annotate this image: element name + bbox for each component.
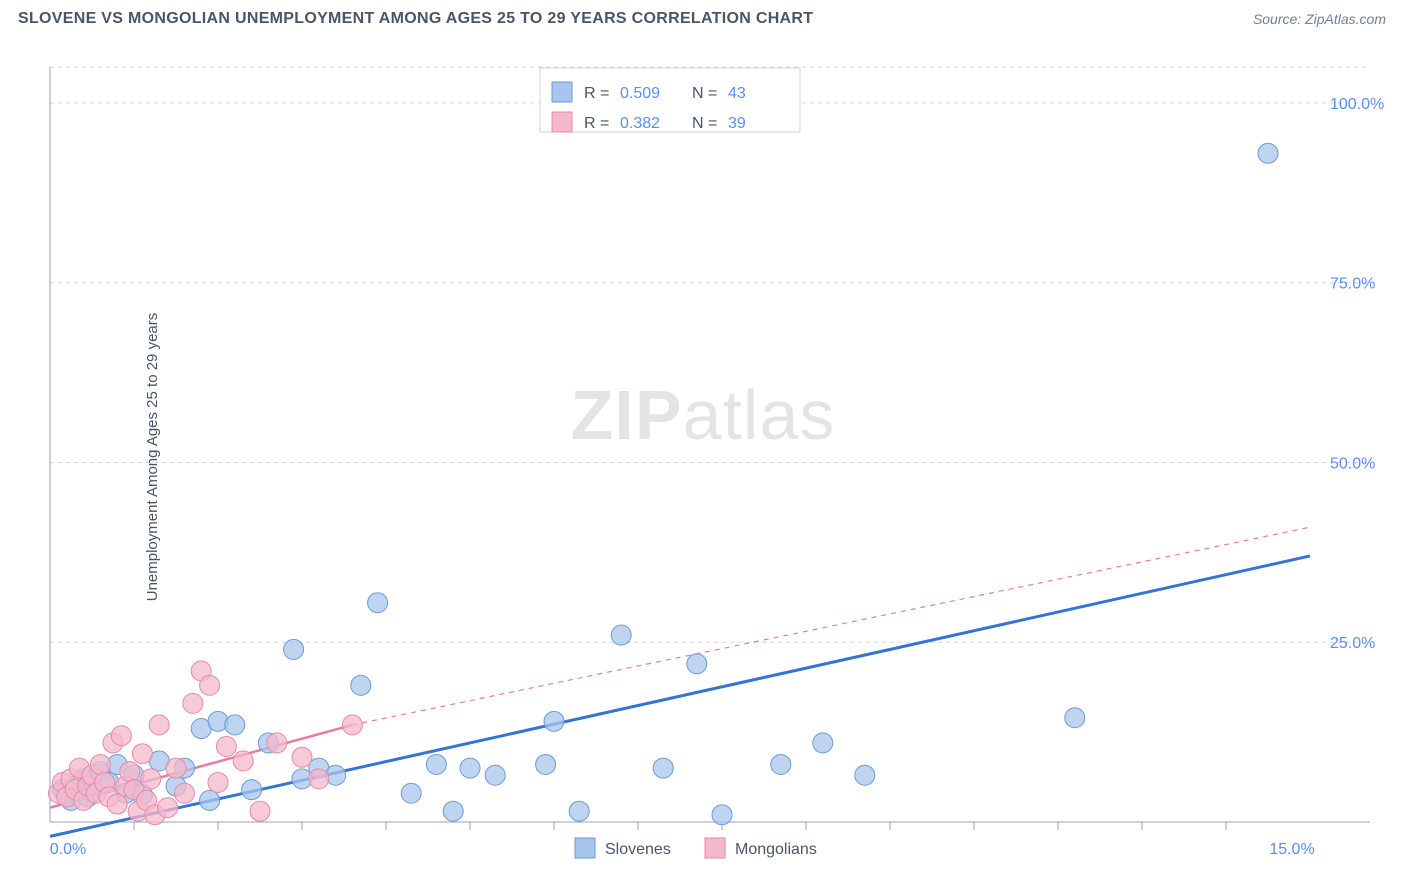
data-point [183, 693, 203, 713]
data-point [166, 758, 186, 778]
data-point [460, 758, 480, 778]
data-point [342, 715, 362, 735]
data-point [107, 794, 127, 814]
data-point [611, 625, 631, 645]
data-point [309, 769, 329, 789]
svg-text:0.382: 0.382 [620, 115, 660, 132]
svg-text:0.0%: 0.0% [50, 841, 86, 858]
data-point [158, 798, 178, 818]
svg-text:75.0%: 75.0% [1330, 276, 1375, 293]
data-point [368, 593, 388, 613]
data-point [267, 733, 287, 753]
legend-label: Mongolians [735, 841, 817, 858]
correlation-legend [540, 68, 800, 132]
data-point [149, 715, 169, 735]
svg-text:R =: R = [584, 85, 609, 102]
data-point [687, 654, 707, 674]
data-point [653, 758, 673, 778]
data-point [233, 751, 253, 771]
data-point [132, 744, 152, 764]
svg-text:50.0%: 50.0% [1330, 455, 1375, 472]
svg-text:39: 39 [728, 115, 746, 132]
data-point [544, 711, 564, 731]
data-point [443, 801, 463, 821]
y-axis-label: Unemployment Among Ages 25 to 29 years [144, 313, 161, 602]
data-point [250, 801, 270, 821]
legend-swatch [705, 838, 725, 858]
source-label: Source: ZipAtlas.com [1253, 11, 1386, 27]
data-point [120, 762, 140, 782]
svg-text:25.0%: 25.0% [1330, 635, 1375, 652]
data-point [855, 765, 875, 785]
data-point [712, 805, 732, 825]
data-point [536, 754, 556, 774]
data-point [242, 780, 262, 800]
svg-text:N =: N = [692, 85, 717, 102]
data-point [111, 726, 131, 746]
data-point [771, 754, 791, 774]
data-point [1065, 708, 1085, 728]
data-point [1258, 143, 1278, 163]
data-point [485, 765, 505, 785]
data-point [813, 733, 833, 753]
data-point [141, 769, 161, 789]
data-point [569, 801, 589, 821]
svg-text:N =: N = [692, 115, 717, 132]
chart-area: Unemployment Among Ages 25 to 29 years Z… [0, 32, 1406, 882]
svg-text:100.0%: 100.0% [1330, 96, 1384, 113]
data-point [174, 783, 194, 803]
chart-title: SLOVENE VS MONGOLIAN UNEMPLOYMENT AMONG … [18, 10, 813, 28]
legend-label: Slovenes [605, 841, 671, 858]
data-point [225, 715, 245, 735]
data-point [351, 675, 371, 695]
data-point [292, 747, 312, 767]
legend-swatch [575, 838, 595, 858]
data-point [200, 675, 220, 695]
data-point [401, 783, 421, 803]
svg-text:R =: R = [584, 115, 609, 132]
data-point [284, 639, 304, 659]
data-point [208, 772, 228, 792]
svg-text:15.0%: 15.0% [1269, 841, 1314, 858]
title-bar: SLOVENE VS MONGOLIAN UNEMPLOYMENT AMONG … [0, 0, 1406, 32]
data-point [426, 754, 446, 774]
svg-text:43: 43 [728, 85, 746, 102]
data-point [200, 790, 220, 810]
scatter-chart: 25.0% 50.0% 75.0% 100.0% 0.0% 15.0% R = 0.509 N … [0, 32, 1406, 882]
data-point [90, 754, 110, 774]
svg-text:0.509: 0.509 [620, 85, 660, 102]
data-point [216, 737, 236, 757]
